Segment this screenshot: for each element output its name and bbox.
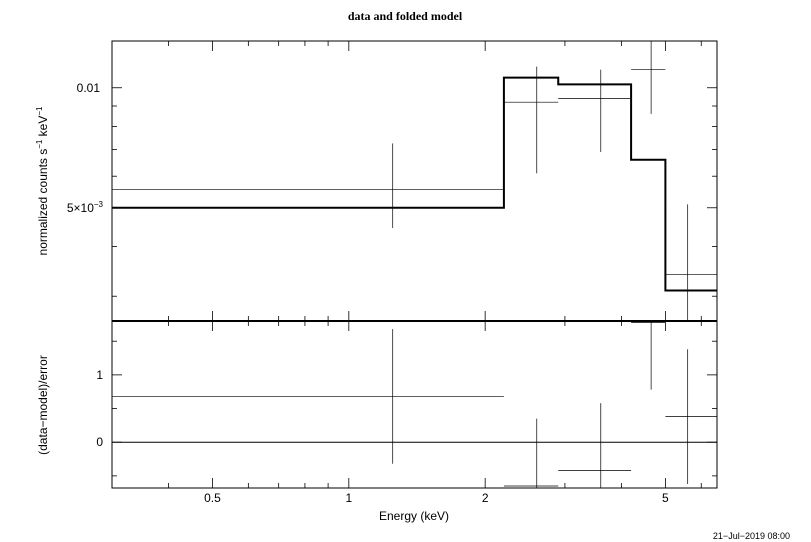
upper-y-tick-label: 5×10−3	[67, 200, 104, 215]
x-tick-label: 5	[662, 491, 669, 505]
lower-panel-frame	[111, 320, 718, 489]
lower-y-axis-label: (data−model)/error	[36, 355, 50, 455]
data-point	[112, 143, 504, 228]
x-tick-label: 2	[482, 491, 489, 505]
upper-data-points	[112, 41, 717, 321]
residual-point	[558, 403, 632, 488]
lower-y-tick-label: 0	[96, 435, 103, 449]
upper-panel: 0.01 5×10−3 normalized counts s−1 keV−1	[35, 40, 718, 322]
x-axis-label: Energy (keV)	[379, 509, 449, 523]
upper-y-axis-label: normalized counts s−1 keV−1	[35, 106, 50, 256]
timestamp: 21−Jul−2019 08:00	[713, 531, 790, 541]
residual-point	[665, 349, 717, 484]
x-tick-labels: 0.5 1 2 5	[204, 491, 669, 505]
residual-point	[631, 321, 666, 390]
residual-data-points	[112, 321, 717, 488]
upper-panel-frame	[111, 40, 718, 322]
folded-model-histogram	[112, 76, 717, 292]
x-tick-label: 0.5	[204, 491, 221, 505]
x-tick-label: 1	[345, 491, 352, 505]
chart-title: data and folded model	[348, 9, 463, 23]
upper-y-tick-label: 0.01	[77, 81, 101, 95]
lower-panel-ticks	[111, 321, 717, 488]
data-point	[558, 69, 632, 153]
lower-y-tick-label: 1	[96, 368, 103, 382]
data-point	[665, 204, 717, 321]
data-point	[631, 41, 666, 114]
residual-point	[112, 329, 504, 464]
residual-point	[503, 418, 559, 488]
lower-panel: 0 1 (data−model)/error	[36, 320, 718, 489]
upper-panel-ticks	[111, 41, 717, 321]
data-point	[503, 66, 559, 174]
